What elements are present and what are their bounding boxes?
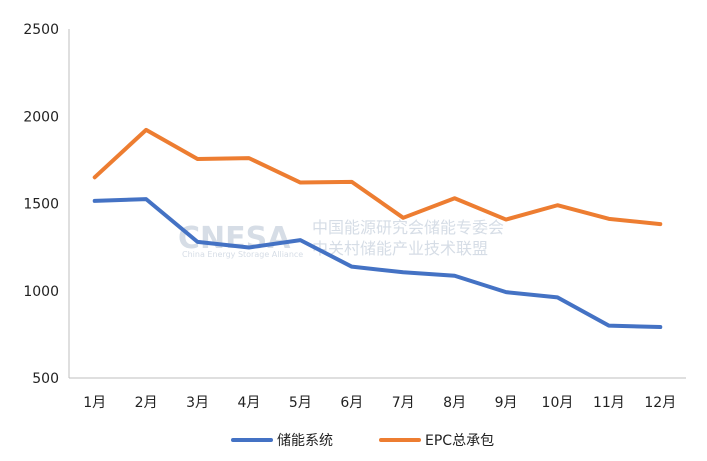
y-tick-label: 1000 [23,284,59,300]
legend-label-1: 储能系统 [277,433,333,449]
x-tick-label: 1月 [83,395,106,411]
watermark-en-line: China Energy Storage Alliance [182,250,303,259]
x-tick-label: 4月 [237,395,260,411]
y-tick-label: 1500 [23,197,59,213]
x-tick-label: 8月 [443,395,466,411]
x-tick-label: 10月 [542,395,574,411]
x-tick-label: 12月 [644,395,676,411]
x-tick-label: 3月 [186,395,209,411]
y-tick-label: 500 [32,371,59,387]
watermark: CNESA 中国能源研究会储能专委会 中关村储能产业技术联盟 China Ene… [178,218,504,259]
x-tick-label: 9月 [495,395,518,411]
x-tick-label: 6月 [340,395,363,411]
watermark-cn-line2: 中关村储能产业技术联盟 [312,239,488,258]
legend: 储能系统 EPC总承包 [231,433,494,449]
y-axis-ticks: 500 1000 1500 2000 2500 [23,22,59,387]
series-line-2 [92,127,663,227]
x-tick-label: 2月 [135,395,158,411]
y-tick-label: 2500 [23,22,59,38]
watermark-brand: CNESA [178,221,291,256]
series-group [92,127,663,330]
x-tick-label: 7月 [392,395,415,411]
x-tick-label: 5月 [289,395,312,411]
x-tick-label: 11月 [593,395,625,411]
y-tick-label: 2000 [23,109,59,125]
x-axis-ticks: 1月 2月 3月 4月 5月 6月 7月 8月 9月 10月 11月 12月 [83,395,676,411]
watermark-cn-line1: 中国能源研究会储能专委会 [312,218,504,237]
legend-label-2: EPC总承包 [425,433,494,449]
series-line-1 [92,197,663,330]
